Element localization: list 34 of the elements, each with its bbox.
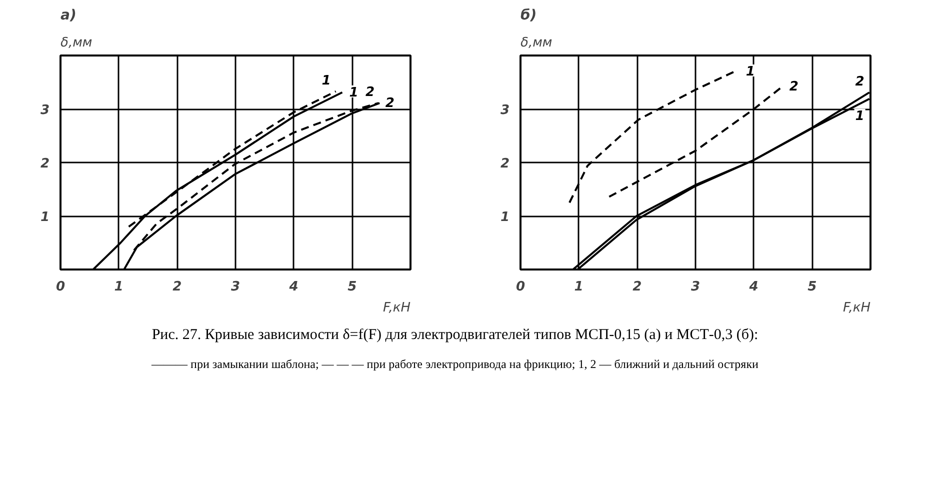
x-tick-label: 0 (56, 280, 66, 294)
x-tick-label: 5 (808, 280, 817, 294)
series-label: 1 (322, 73, 331, 88)
series-label: 1 (855, 108, 864, 124)
x-axis-title: F,кН (842, 300, 871, 316)
y-tick-label: 3 (500, 103, 510, 118)
x-tick-label: 0 (516, 280, 526, 294)
series-label: 2 (789, 80, 798, 95)
series-label: 2 (855, 74, 864, 90)
series-label: 1 (746, 64, 755, 80)
chart-title: б) (520, 8, 537, 24)
x-tick-label: 1 (574, 280, 584, 294)
series-label: 2 (366, 85, 375, 100)
chart-title: а) (60, 8, 76, 24)
x-tick-label: 2 (172, 280, 182, 294)
x-axis-title: F,кН (382, 300, 411, 316)
y-tick-label: 2 (40, 156, 50, 172)
y-tick-label: 3 (40, 103, 50, 118)
x-tick-label: 2 (632, 280, 642, 294)
x-tick-label: 3 (690, 280, 700, 294)
y-tick-label: 1 (500, 210, 510, 225)
x-tick-label: 4 (748, 280, 758, 294)
y-axis-title: δ,мм (60, 36, 92, 50)
series-label: 1 (349, 85, 358, 100)
x-tick-label: 1 (114, 280, 124, 294)
text: ——— при замыкании шаблона; — — — при работе электропривода на фрикцию; 1, 2 — ближний и дальний остряки (152, 356, 758, 374)
x-tick-label: 4 (288, 280, 298, 294)
x-tick-label: 3 (230, 280, 240, 294)
text: Рис. 27. Кривые зависимости δ=f(F) для электродвигателей типов МСП-0,15 (а) и МСТ-0,3 (б): (152, 326, 758, 345)
x-tick-label: 5 (348, 280, 357, 294)
y-tick-label: 1 (40, 210, 50, 225)
y-axis-title: δ,мм (520, 36, 552, 50)
y-tick-label: 2 (500, 156, 510, 172)
series-label: 2 (385, 96, 394, 112)
